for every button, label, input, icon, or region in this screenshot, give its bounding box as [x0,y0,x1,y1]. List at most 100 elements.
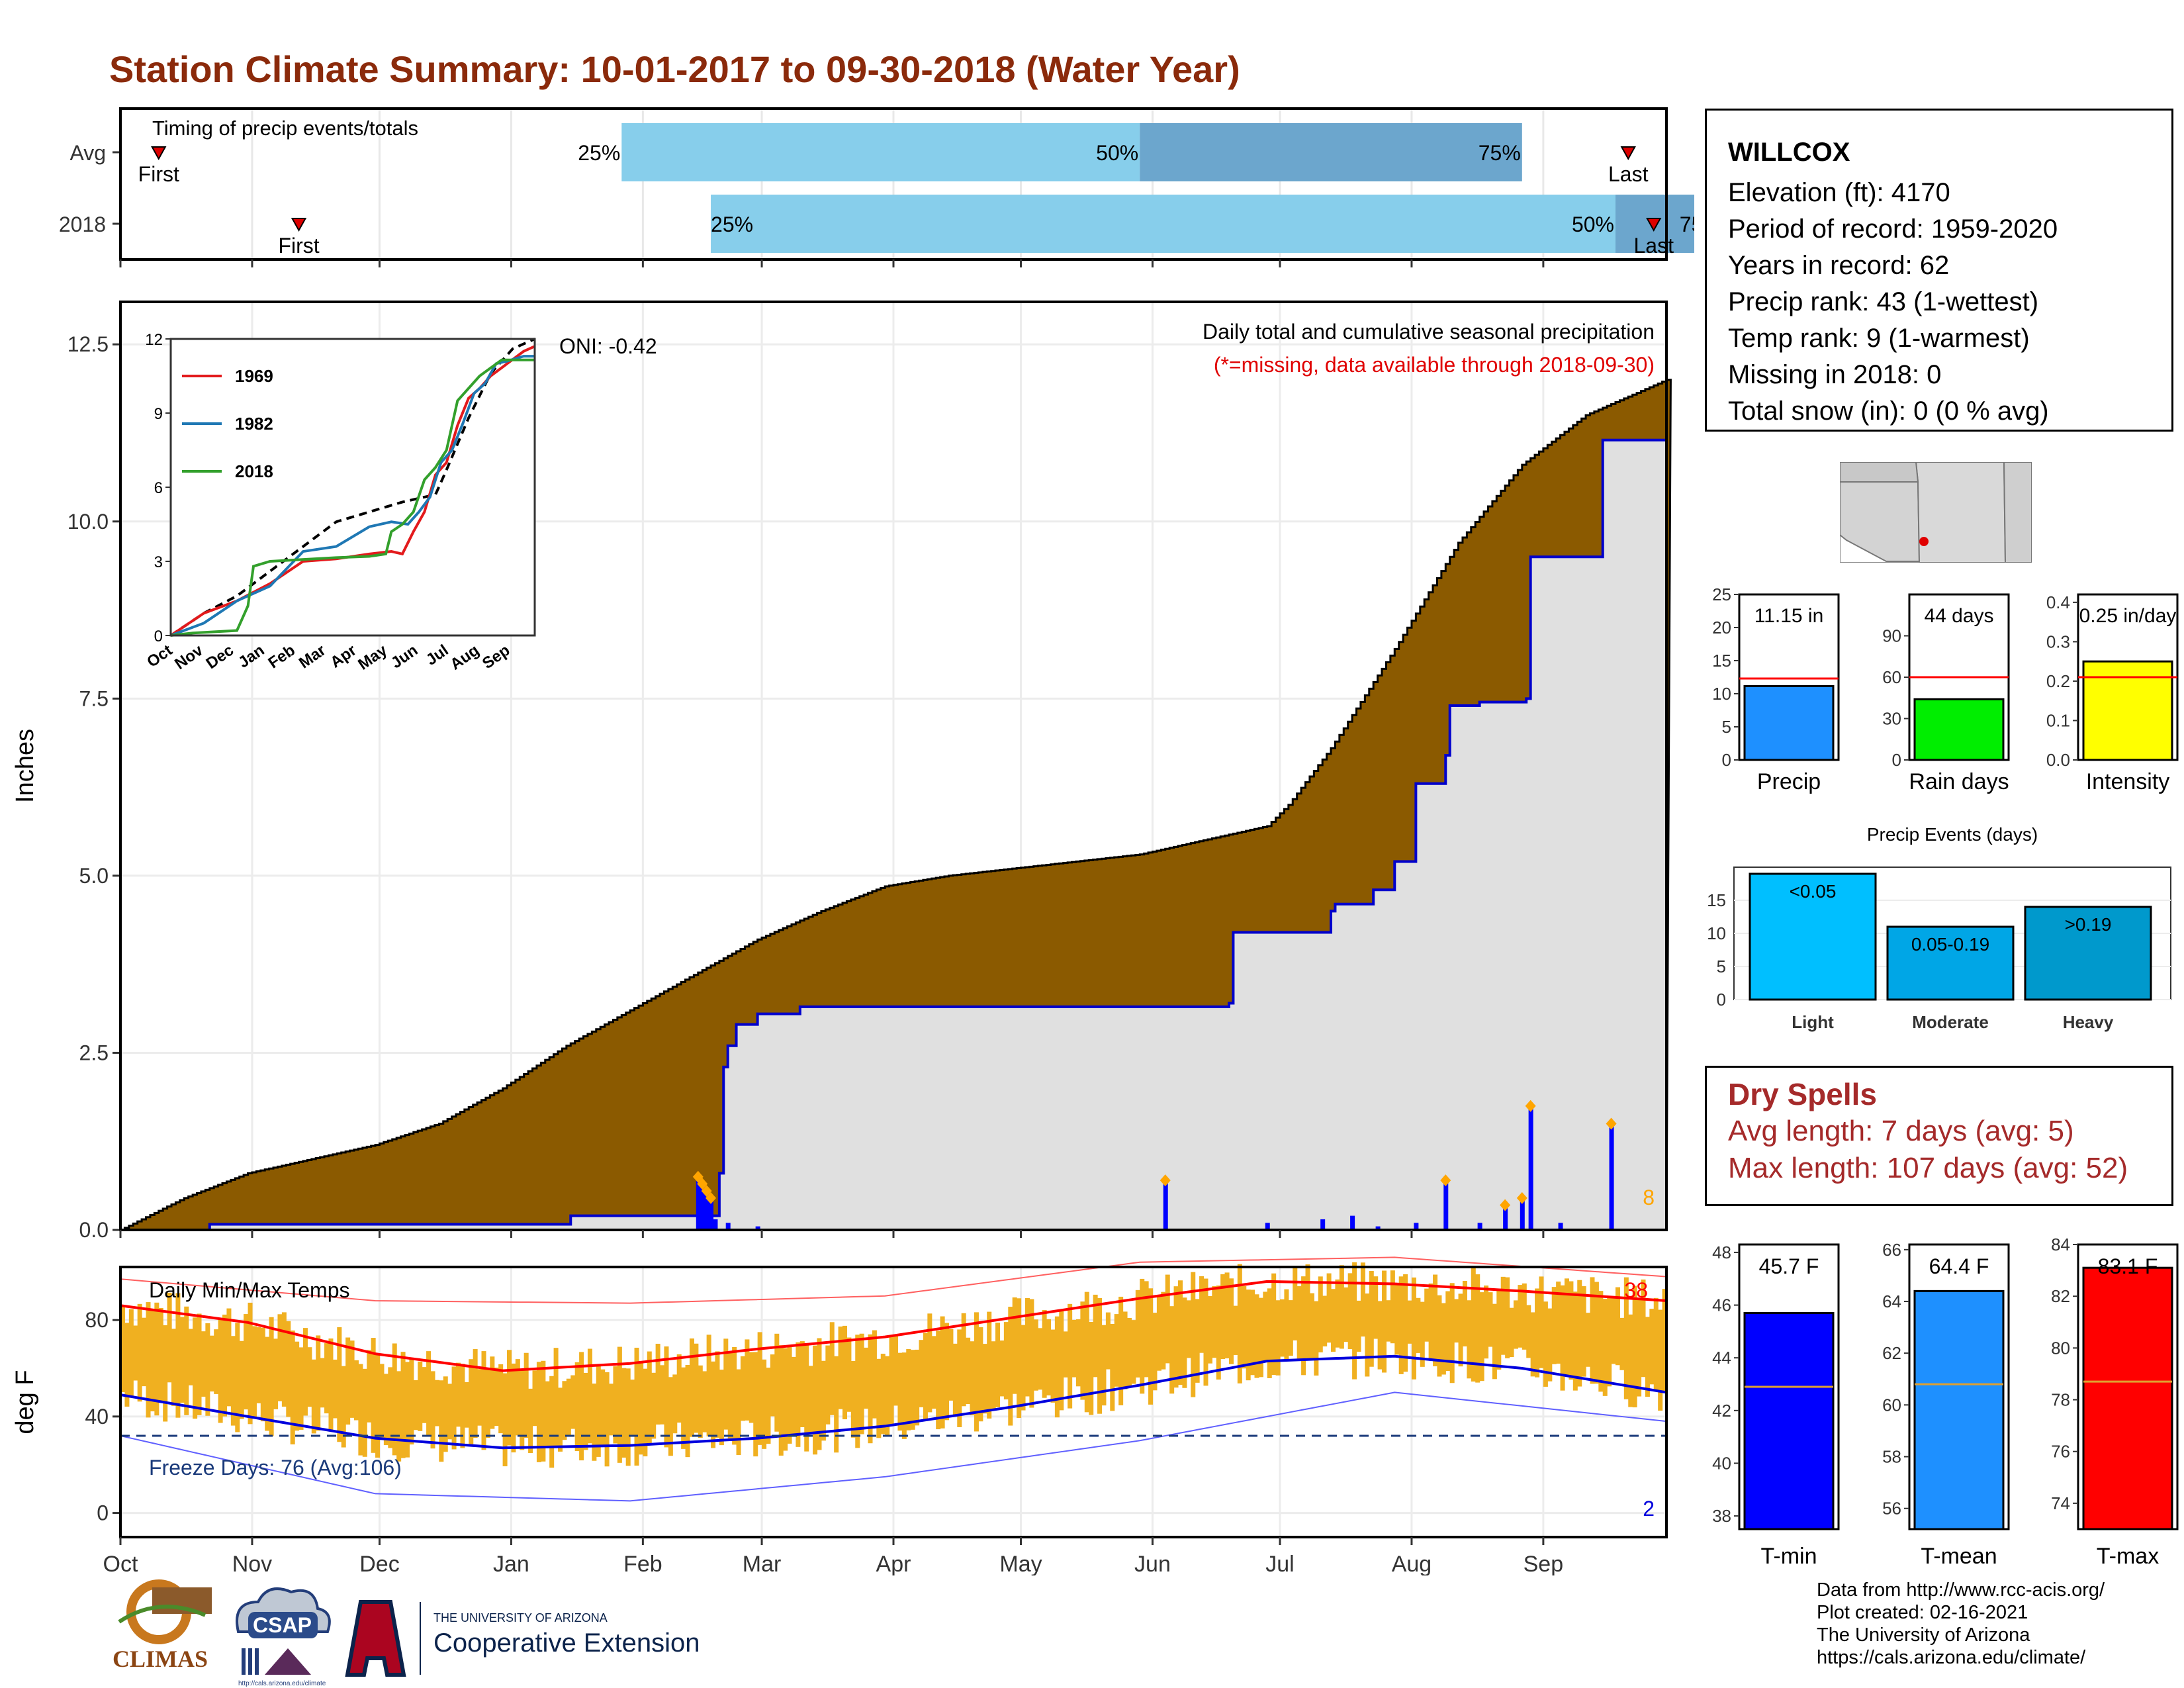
daily-temp-range-bar [1623,1277,1629,1399]
last-event-label: Last [1634,234,1674,258]
temp-summary-y-tick-label: 48 [1712,1243,1731,1262]
daily-precip-bar [1520,1197,1525,1230]
summary-y-tick-label: 60 [1882,667,1901,687]
daily-temp-range-bar [248,1302,253,1425]
temp-y-axis-label: deg F [11,1370,39,1434]
daily-temp-range-bar [1424,1288,1430,1342]
daily-temp-range-bar [1386,1300,1391,1342]
daily-temp-range-bar [235,1323,240,1432]
month-tick-label: Sep [1524,1552,1564,1575]
daily-temp-range-bar [523,1352,529,1438]
inset-y-tick-label: 3 [154,553,163,571]
daily-temp-range-bar [430,1371,435,1449]
daily-temp-range-bar [762,1359,767,1449]
daily-temp-range-bar [443,1376,448,1452]
daily-temp-range-bar [1530,1312,1535,1377]
daily-temp-range-bar [1186,1300,1191,1358]
station-line-elevation: Elevation (ft): 4170 [1728,178,1950,207]
month-tick-label: Jan [493,1552,529,1575]
avg-min-temp-line [120,1354,1667,1450]
daily-temp-range-bar [1462,1280,1467,1346]
timing-q25-label: 25% [711,212,753,236]
month-tick-label: Feb [623,1552,662,1575]
daily-temp-range-bar [1471,1268,1476,1382]
daily-temp-range-bar [1572,1291,1578,1391]
heavy-event-count: 8 [1643,1186,1655,1209]
summary-y-tick-label: 10 [1712,684,1731,704]
station-line-snow: Total snow (in): 0 (0 % avg) [1728,397,2049,426]
station-marker-icon [1919,537,1929,546]
month-tick-label: Jul [1265,1552,1294,1575]
daily-temp-range-bar [660,1365,665,1425]
daily-temp-range-bar [808,1366,813,1434]
daily-temp-range-bar [307,1347,312,1407]
daily-temp-range-bar [163,1325,168,1422]
daily-temp-range-bar [1637,1299,1642,1397]
daily-temp-range-bar [379,1364,385,1439]
summary-y-tick-label: 0.1 [2046,710,2070,730]
temp-summary-y-tick-label: 84 [2051,1235,2070,1254]
daily-temp-range-bar [426,1351,432,1436]
daily-temp-range-bar [906,1348,911,1430]
daily-precip-bar [755,1226,760,1230]
credits: Data from http://www.rcc-acis.org/Plot c… [1817,1579,2105,1669]
inset-y-tick-label: 9 [154,405,163,423]
heavy-event-marker-icon [1606,1117,1617,1130]
daily-temp-range-bar [1271,1273,1277,1376]
month-tick-label: Jun [1134,1552,1171,1575]
daily-temp-range-bar [698,1365,703,1438]
daily-precip-bar [704,1191,709,1230]
daily-temp-range-bar [1071,1319,1077,1378]
daily-temp-range-bar [150,1309,155,1412]
daily-temp-range-bar [1173,1286,1179,1388]
daily-precip-bar [1414,1223,1419,1230]
precip-events-y-tick-label: 15 [1707,890,1726,910]
summary-value-precip: 11.15 in [1754,605,1824,627]
daily-temp-range-bar [647,1351,652,1445]
daily-temp-range-bar [1590,1277,1595,1384]
daily-temp-range-bar [1526,1305,1531,1358]
daily-temp-range-bar [1038,1328,1043,1390]
daily-temp-range-bar [889,1336,894,1425]
daily-temp-range-bar [1360,1262,1365,1337]
heavy-event-marker-icon [1160,1174,1171,1187]
daily-temp-range-bar [286,1321,291,1417]
daily-temp-range-bar [409,1359,414,1445]
daily-temp-range-bar [1033,1319,1038,1391]
dry-spells-avg-length: Avg length: 7 days (avg: 5) [1728,1115,2074,1147]
temp-summary-y-tick-label: 82 [2051,1286,2070,1306]
temp-summary-bar-tmin [1743,1312,1835,1530]
daily-temp-range-bar [137,1303,142,1402]
locator-map [1840,462,2032,563]
month-tick-label: Mar [743,1552,782,1575]
temp-panel-label: Daily Min/Max Temps [149,1278,349,1302]
daily-temp-range-bar [1207,1295,1212,1364]
summary-y-tick-label: 90 [1882,626,1901,646]
daily-temp-range-bar [396,1371,402,1462]
daily-temp-range-bar [193,1317,198,1419]
daily-temp-range-bar [485,1368,490,1438]
daily-temp-range-bar [991,1341,996,1411]
daily-temp-range-bar [269,1317,274,1436]
daily-temp-range-bar [1305,1264,1310,1358]
month-tick-label: May [999,1552,1042,1575]
daily-temp-range-bar [1165,1274,1170,1364]
daily-temp-range-bar [133,1325,138,1381]
daily-temp-range-bar [596,1366,601,1457]
summary-label-intensity: Intensity [2086,769,2170,794]
oni-label: ONI: -0.42 [559,334,657,358]
daily-temp-range-bar [1428,1283,1433,1359]
daily-temp-range-bar [1602,1299,1608,1396]
daily-temp-range-bar [434,1380,439,1427]
daily-temp-range-bar [829,1322,835,1415]
daily-temp-range-bar [1267,1288,1272,1378]
daily-temp-range-bar [982,1344,987,1414]
daily-temp-range-bar [1008,1307,1013,1426]
daily-temp-range-bar [999,1340,1005,1397]
daily-temp-range-bar [128,1309,134,1396]
daily-temp-range-bar [345,1337,351,1425]
daily-temp-range-bar [668,1377,673,1456]
temp-summary-label-tmax: T-max [2097,1544,2159,1569]
daily-temp-range-bar [383,1374,388,1446]
temp-summary-y-tick-label: 62 [1882,1343,1901,1363]
